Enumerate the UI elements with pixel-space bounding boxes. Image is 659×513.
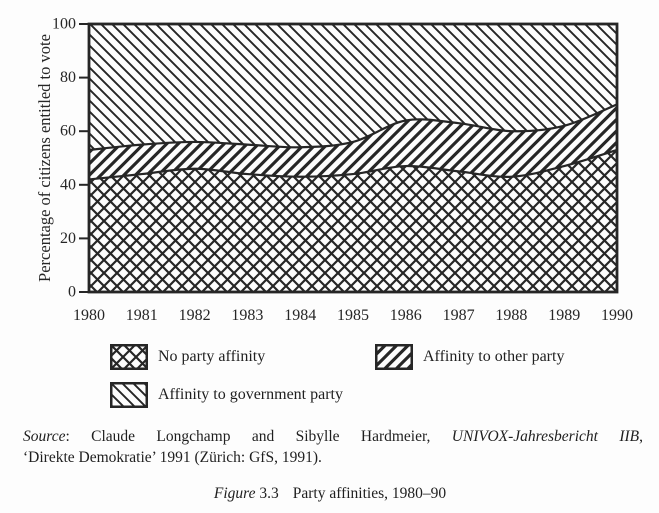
boundary-no-party	[89, 148, 617, 181]
y-tick-label: 0	[68, 284, 76, 301]
stacked-area-chart: 0 20 40 60 80 100 1980 1981 1982 1983 1984 1985 1986…	[35, 16, 633, 325]
legend-item-other-party: Affinity to other party	[375, 344, 564, 370]
legend-label-no-party: No party affinity	[158, 348, 266, 365]
source-label: Source	[23, 428, 66, 445]
source-publication: UNIVOX-Jahresbericht IIB	[451, 428, 640, 445]
y-tick-label: 60	[60, 123, 76, 140]
x-tick-label: 1989	[548, 307, 580, 324]
x-tick-label: 1987	[443, 307, 475, 324]
source-note: Source: Claude Longchamp and Sibylle Har…	[23, 426, 643, 468]
area-no-party	[89, 149, 617, 292]
source-line-2: ‘Direkte Demokratie’ 1991 (Zürich: GfS, …	[23, 449, 322, 466]
y-tick-label: 20	[60, 230, 76, 247]
legend-item-no-party: No party affinity	[110, 344, 265, 370]
crosshatch-swatch-icon	[110, 344, 148, 370]
diagonal-down-swatch-icon	[110, 382, 148, 408]
legend-item-government-party: Affinity to government party	[110, 382, 343, 408]
x-tick-label: 1980	[73, 307, 105, 324]
y-axis-label: Percentage of citizens entitled to vote	[35, 34, 54, 282]
caption-number: 3.3	[259, 485, 279, 502]
x-tick-label: 1984	[284, 307, 316, 324]
legend-label-other-party: Affinity to other party	[423, 348, 565, 365]
legend-label-government-party: Affinity to government party	[158, 386, 343, 403]
x-tick-label: 1988	[495, 307, 527, 324]
y-tick-label: 100	[52, 16, 76, 33]
plot-area	[89, 24, 617, 292]
x-tick-label: 1990	[601, 307, 633, 324]
caption-label: Figure	[213, 485, 256, 502]
x-tick-label: 1981	[126, 307, 158, 324]
x-tick-label: 1986	[390, 307, 422, 324]
source-line-1: Source: Claude Longchamp and Sibylle Har…	[23, 428, 643, 445]
y-tick-label: 40	[60, 176, 76, 193]
figure-caption: Figure 3.3 Party affinities, 1980–90	[30, 485, 630, 503]
x-tick-label: 1985	[337, 307, 369, 324]
plot-frame	[87, 22, 619, 294]
x-tick-label: 1983	[231, 307, 263, 324]
x-tick-label: 1982	[179, 307, 211, 324]
boundary-other-party	[89, 103, 617, 152]
diagonal-up-swatch-icon	[375, 344, 413, 370]
caption-title: Party affinities, 1980–90	[292, 485, 447, 502]
y-tick-label: 80	[60, 69, 76, 86]
